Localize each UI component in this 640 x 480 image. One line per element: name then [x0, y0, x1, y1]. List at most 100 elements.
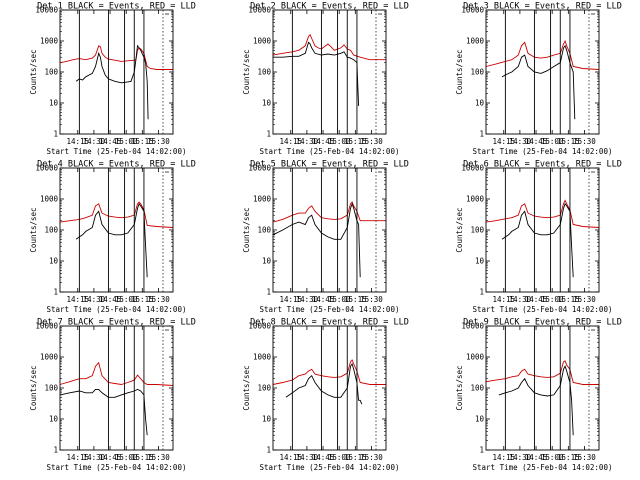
x-tick-label: 14:30	[509, 295, 532, 304]
y-tick-label: 1000	[466, 353, 485, 362]
y-tick-label: 1	[479, 288, 484, 297]
x-tick-label: 14:45	[99, 453, 122, 462]
y-tick-label: 100	[44, 68, 58, 77]
x-axis-label: Start Time (25-Feb-04 14:02:00)	[473, 463, 613, 472]
events-series-line	[498, 365, 574, 436]
panel-title: Det 1 BLACK = Events, RED = LLD	[37, 2, 196, 12]
panel-title: Det 8 BLACK = Events, RED = LLD	[250, 318, 409, 328]
y-tick-label: 1000	[466, 195, 485, 204]
y-tick-label: 10	[49, 257, 59, 266]
x-tick-label: 14:30	[83, 295, 106, 304]
x-tick-label: 15:30	[573, 295, 596, 304]
detector-panel-3: Det 3 BLACK = Events, RED = LLD Counts/se…	[455, 2, 622, 157]
y-tick-label: 100	[44, 226, 58, 235]
panel-title: Det 3 BLACK = Events, RED = LLD	[463, 2, 622, 12]
x-tick-label: 15:00	[328, 453, 351, 462]
detector-panel-8: Det 8 BLACK = Events, RED = LLD Counts/se…	[242, 318, 409, 473]
events-series-line	[501, 44, 576, 120]
x-tick-label: 15:15	[131, 295, 154, 304]
x-tick-label: 14:45	[99, 295, 122, 304]
plot-frame	[59, 167, 174, 293]
y-tick-label: 10000	[248, 322, 271, 331]
x-tick-label: 15:00	[115, 295, 138, 304]
y-tick-label: 100	[44, 384, 58, 393]
x-tick-label: 14:15	[279, 453, 302, 462]
y-tick-label: 100	[470, 226, 484, 235]
y-axis-label: Counts/sec	[29, 207, 38, 252]
detector-panel-9: Det 9 BLACK = Events, RED = LLD Counts/se…	[455, 318, 622, 473]
y-tick-label: 10	[262, 257, 272, 266]
lld-series-line	[272, 33, 386, 61]
plot-frame	[272, 325, 387, 451]
x-tick-label: 15:30	[147, 295, 170, 304]
detector-panel-7: Det 7 BLACK = Events, RED = LLD Counts/se…	[29, 318, 196, 473]
y-axis-label: Counts/sec	[455, 207, 464, 252]
x-tick-label: 14:45	[312, 295, 335, 304]
x-tick-label: 14:45	[525, 137, 548, 146]
y-tick-label: 10000	[461, 6, 484, 15]
plot-frame	[272, 167, 387, 293]
y-tick-label: 1	[266, 130, 271, 139]
detector-panel-4: Det 4 BLACK = Events, RED = LLD Counts/se…	[29, 160, 196, 315]
x-tick-label: 15:15	[557, 137, 580, 146]
x-tick-label: 15:30	[360, 295, 383, 304]
lld-series-line	[272, 359, 386, 385]
panel-title: Det 7 BLACK = Events, RED = LLD	[37, 318, 196, 328]
y-tick-label: 10000	[461, 164, 484, 173]
x-tick-label: 15:15	[557, 453, 580, 462]
x-axis-label: Start Time (25-Feb-04 14:02:00)	[47, 305, 187, 314]
plot-frame	[59, 325, 174, 451]
y-tick-label: 10	[475, 257, 485, 266]
x-tick-label: 14:45	[312, 137, 335, 146]
y-tick-label: 1	[479, 130, 484, 139]
y-tick-label: 100	[257, 226, 271, 235]
y-tick-label: 100	[257, 384, 271, 393]
x-tick-label: 14:30	[83, 453, 106, 462]
x-tick-label: 14:30	[509, 453, 532, 462]
y-axis-label: Counts/sec	[242, 365, 251, 410]
panel-title: Det 5 BLACK = Events, RED = LLD	[250, 160, 409, 170]
y-tick-label: 1	[53, 446, 58, 455]
lld-series-line	[59, 201, 174, 228]
x-tick-label: 15:30	[147, 453, 170, 462]
x-tick-label: 14:45	[99, 137, 122, 146]
x-tick-label: 14:15	[492, 295, 515, 304]
x-tick-label: 14:15	[492, 137, 515, 146]
x-tick-label: 15:00	[541, 453, 564, 462]
x-tick-label: 14:15	[66, 137, 89, 146]
y-tick-label: 1000	[40, 353, 59, 362]
y-tick-label: 1000	[40, 37, 59, 46]
y-tick-label: 10	[475, 415, 485, 424]
events-series-line	[272, 202, 361, 278]
x-tick-label: 14:15	[492, 453, 515, 462]
x-tick-label: 15:00	[328, 295, 351, 304]
x-tick-label: 14:30	[296, 295, 319, 304]
panel-title: Det 6 BLACK = Events, RED = LLD	[463, 160, 622, 170]
events-series-line	[75, 202, 148, 278]
y-tick-label: 10000	[248, 6, 271, 15]
x-tick-label: 15:15	[557, 295, 580, 304]
x-tick-label: 14:15	[66, 453, 89, 462]
plot-frame	[59, 9, 174, 135]
y-tick-label: 10000	[461, 322, 484, 331]
y-tick-label: 1	[53, 130, 58, 139]
x-tick-label: 15:15	[344, 453, 367, 462]
y-axis-label: Counts/sec	[455, 365, 464, 410]
x-tick-label: 15:30	[360, 137, 383, 146]
x-tick-label: 15:30	[573, 137, 596, 146]
x-tick-label: 15:15	[344, 137, 367, 146]
lld-series-line	[272, 201, 386, 223]
y-tick-label: 1000	[253, 353, 272, 362]
x-tick-label: 15:00	[115, 137, 138, 146]
events-series-line	[75, 44, 149, 120]
y-tick-label: 10	[262, 99, 272, 108]
y-tick-label: 10000	[248, 164, 271, 173]
detector-panel-1: Det 1 BLACK = Events, RED = LLD Counts/se…	[29, 2, 196, 157]
lld-series-line	[485, 360, 599, 385]
x-tick-label: 15:00	[541, 137, 564, 146]
x-tick-label: 15:00	[115, 453, 138, 462]
x-axis-label: Start Time (25-Feb-04 14:02:00)	[47, 463, 187, 472]
x-axis-label: Start Time (25-Feb-04 14:02:00)	[473, 147, 613, 156]
y-tick-label: 1	[53, 288, 58, 297]
